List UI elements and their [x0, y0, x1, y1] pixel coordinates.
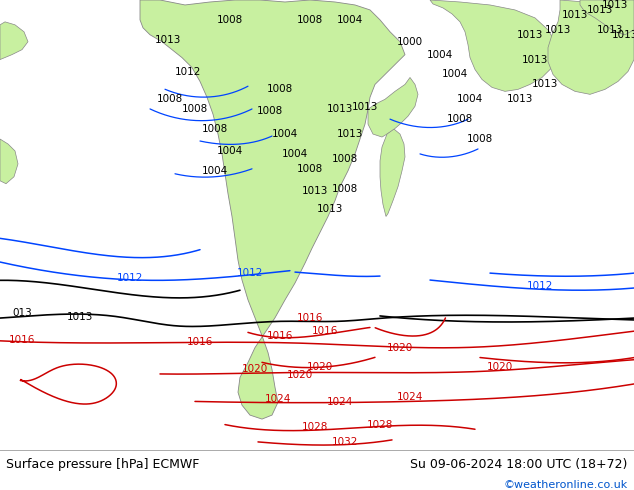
Text: 1008: 1008	[257, 106, 283, 116]
Polygon shape	[430, 0, 558, 91]
Text: Su 09-06-2024 18:00 UTC (18+72): Su 09-06-2024 18:00 UTC (18+72)	[410, 458, 628, 470]
Text: 1008: 1008	[182, 104, 208, 114]
Text: 1020: 1020	[287, 370, 313, 380]
Text: 1020: 1020	[387, 343, 413, 353]
Text: 1016: 1016	[187, 337, 213, 346]
Text: 1004: 1004	[272, 129, 298, 139]
Text: 1024: 1024	[265, 394, 291, 404]
Text: 1013: 1013	[532, 79, 558, 89]
Text: 1012: 1012	[237, 268, 263, 278]
Polygon shape	[0, 139, 18, 184]
Text: 1016: 1016	[9, 335, 36, 344]
Text: 1016: 1016	[297, 313, 323, 323]
Text: 013: 013	[12, 308, 32, 318]
Text: 1008: 1008	[332, 154, 358, 164]
Text: 1013: 1013	[352, 102, 378, 112]
Text: 1004: 1004	[337, 15, 363, 25]
Text: 1004: 1004	[457, 94, 483, 104]
Text: 1004: 1004	[427, 49, 453, 60]
Polygon shape	[380, 129, 405, 217]
Text: 1004: 1004	[217, 146, 243, 156]
Text: 1012: 1012	[527, 281, 553, 291]
Text: 1013: 1013	[545, 25, 571, 35]
Polygon shape	[368, 77, 418, 137]
Polygon shape	[548, 0, 634, 95]
Text: 1013: 1013	[562, 10, 588, 20]
Text: 1000: 1000	[397, 37, 423, 47]
Text: 1020: 1020	[242, 365, 268, 374]
Text: 1008: 1008	[297, 164, 323, 174]
Text: 1020: 1020	[307, 363, 333, 372]
Text: Surface pressure [hPa] ECMWF: Surface pressure [hPa] ECMWF	[6, 458, 200, 470]
Text: 1013: 1013	[302, 186, 328, 196]
Text: 1013: 1013	[587, 5, 613, 15]
Text: 1008: 1008	[202, 124, 228, 134]
Text: 1032: 1032	[332, 437, 358, 447]
Text: 1008: 1008	[447, 114, 473, 124]
Text: 1013: 1013	[155, 35, 181, 45]
Text: 1012: 1012	[117, 273, 143, 283]
Text: ©weatheronline.co.uk: ©weatheronline.co.uk	[503, 480, 628, 490]
Polygon shape	[140, 0, 405, 419]
Text: 1020: 1020	[487, 363, 513, 372]
Text: 1004: 1004	[202, 166, 228, 176]
Text: 1013: 1013	[597, 25, 623, 35]
Text: 1013: 1013	[612, 30, 634, 40]
Text: 1016: 1016	[312, 326, 338, 336]
Text: 1024: 1024	[397, 392, 423, 402]
Text: 1008: 1008	[332, 184, 358, 194]
Text: 1008: 1008	[467, 134, 493, 144]
Text: 1013: 1013	[67, 312, 93, 322]
Text: 1004: 1004	[442, 70, 468, 79]
Text: 1013: 1013	[507, 94, 533, 104]
Text: 1008: 1008	[297, 15, 323, 25]
Text: 1013: 1013	[327, 104, 353, 114]
Text: 1008: 1008	[267, 84, 293, 95]
Text: 1013: 1013	[517, 30, 543, 40]
Text: 1024: 1024	[327, 397, 353, 407]
Text: 1028: 1028	[367, 420, 393, 430]
Text: 1008: 1008	[157, 94, 183, 104]
Text: 1028: 1028	[302, 422, 328, 432]
Text: 1004: 1004	[282, 149, 308, 159]
Text: 1012: 1012	[175, 67, 201, 76]
Polygon shape	[0, 22, 28, 60]
Text: 1013: 1013	[337, 129, 363, 139]
Text: 1008: 1008	[217, 15, 243, 25]
Text: 1013: 1013	[602, 0, 628, 10]
Text: 1016: 1016	[267, 331, 293, 341]
Text: 1013: 1013	[317, 203, 343, 214]
Polygon shape	[580, 0, 634, 35]
Text: 1013: 1013	[522, 54, 548, 65]
